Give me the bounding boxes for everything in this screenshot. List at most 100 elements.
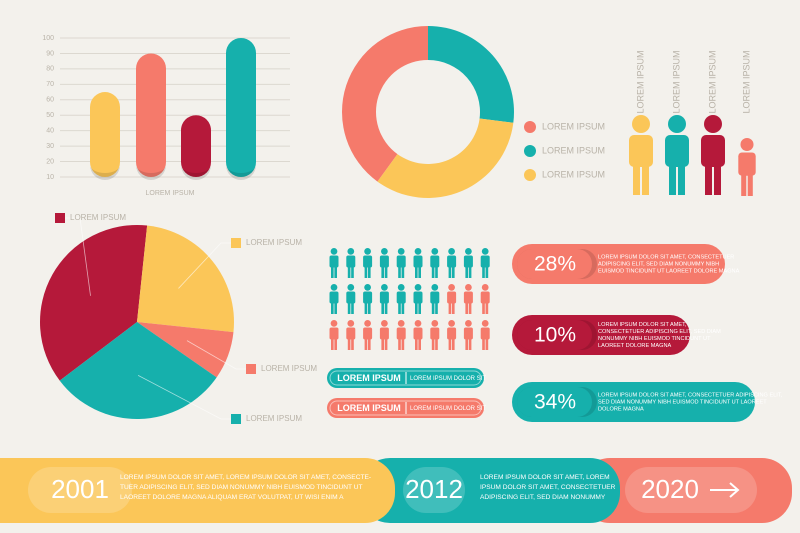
leg: [451, 336, 455, 350]
head: [330, 248, 338, 255]
leg: [482, 264, 485, 278]
stat-text: ADIPISCING ELIT, SED DIAM NONUMMY NIBH: [598, 261, 719, 267]
head: [364, 320, 371, 327]
body: [396, 291, 406, 304]
pie-slice: [137, 322, 234, 378]
legend-swatch: [231, 414, 241, 424]
leg: [418, 300, 421, 314]
leg: [347, 336, 351, 350]
y-tick-label: 30: [46, 143, 54, 150]
leg: [468, 264, 472, 278]
leg: [465, 264, 469, 278]
badge-title: LOREM IPSUM: [337, 403, 401, 413]
head: [465, 284, 472, 291]
y-tick-label: 50: [46, 112, 54, 119]
body: [363, 255, 373, 268]
leg: [485, 336, 489, 350]
timeline-band: [580, 458, 792, 523]
bar-group: [181, 115, 211, 180]
leg: [364, 336, 368, 350]
timeline-text: LOREM IPSUM DOLOR SIT AMET, LOREM IPSUM …: [120, 474, 371, 481]
y-tick-label: 60: [46, 97, 54, 104]
leg: [485, 300, 489, 314]
leg: [448, 336, 452, 350]
pictogram-icon: [463, 284, 473, 314]
head: [431, 284, 439, 291]
body: [430, 255, 440, 268]
pictogram-icon: [363, 248, 373, 278]
body: [447, 291, 457, 304]
body: [430, 291, 440, 304]
stat-value-front: [517, 249, 592, 279]
pictogram-icon: [413, 248, 423, 278]
y-tick-label: 80: [46, 66, 54, 73]
leg: [381, 300, 385, 314]
leg: [714, 160, 721, 195]
leg: [381, 264, 385, 278]
leg: [347, 300, 351, 314]
leg: [401, 300, 405, 314]
pictogram-icon: [379, 248, 389, 278]
bar-shade: [136, 165, 166, 180]
leg: [351, 264, 354, 278]
pictogram-icon: [379, 284, 389, 314]
leg: [398, 300, 401, 314]
bar: [181, 115, 211, 177]
pictogram-icon: [379, 320, 389, 350]
pie-slice: [137, 225, 234, 333]
head: [381, 320, 388, 327]
pictogram-icon: [396, 320, 406, 350]
legend-label: LOREM IPSUM: [542, 145, 605, 155]
body: [480, 291, 490, 304]
bar-shade: [181, 165, 211, 180]
leg: [398, 336, 401, 350]
leg: [451, 300, 455, 314]
leg: [669, 160, 676, 195]
legend-label: LOREM IPSUM: [542, 169, 605, 179]
stat-text: CONSECTETUER ADIPISCING ELIT, SED DIAM: [598, 329, 721, 335]
body: [447, 255, 457, 268]
leg: [431, 336, 435, 350]
pictogram-icon: [463, 248, 473, 278]
leg: [367, 264, 371, 278]
body: [463, 291, 473, 304]
vertical-label: LOREM IPSUM: [671, 50, 681, 113]
pictogram-icon: [363, 320, 373, 350]
leg: [468, 300, 472, 314]
body: [396, 255, 406, 268]
pictogram-icon: [447, 320, 457, 350]
bar-group: [136, 53, 166, 180]
body: [329, 327, 339, 340]
legend-label: LOREM IPSUM: [246, 238, 302, 247]
leg: [364, 300, 368, 314]
bar-group: [90, 92, 120, 180]
pictogram-icon: [329, 284, 339, 314]
leg: [482, 336, 485, 350]
legend-swatch: [246, 364, 256, 374]
head: [397, 320, 405, 327]
leg: [401, 264, 405, 278]
stat-text: NONUMMY NIBH EUISMOD TINCIDUNT UT: [598, 336, 711, 342]
head: [632, 115, 650, 133]
leg: [747, 170, 753, 196]
stat-text: SED DIAM NONUMMY NIBH EUISMOD TINCIDUNT …: [598, 399, 767, 405]
body: [329, 291, 339, 304]
donut-slice: [342, 26, 428, 182]
head: [364, 248, 371, 255]
leg: [435, 336, 438, 350]
leg: [435, 300, 438, 314]
body: [463, 327, 473, 340]
body: [346, 327, 356, 340]
head: [414, 248, 422, 255]
pictogram-icon: [413, 284, 423, 314]
legend-swatch: [524, 169, 536, 181]
timeline-text: LOREM IPSUM DOLOR SIT AMET, LOREM: [480, 474, 610, 481]
leg: [351, 300, 354, 314]
head: [414, 284, 422, 291]
leg: [347, 264, 351, 278]
pictogram-icon: [430, 320, 440, 350]
head: [448, 248, 455, 255]
leg: [401, 336, 405, 350]
person-icon: [665, 115, 689, 195]
pictogram-icon: [346, 248, 356, 278]
